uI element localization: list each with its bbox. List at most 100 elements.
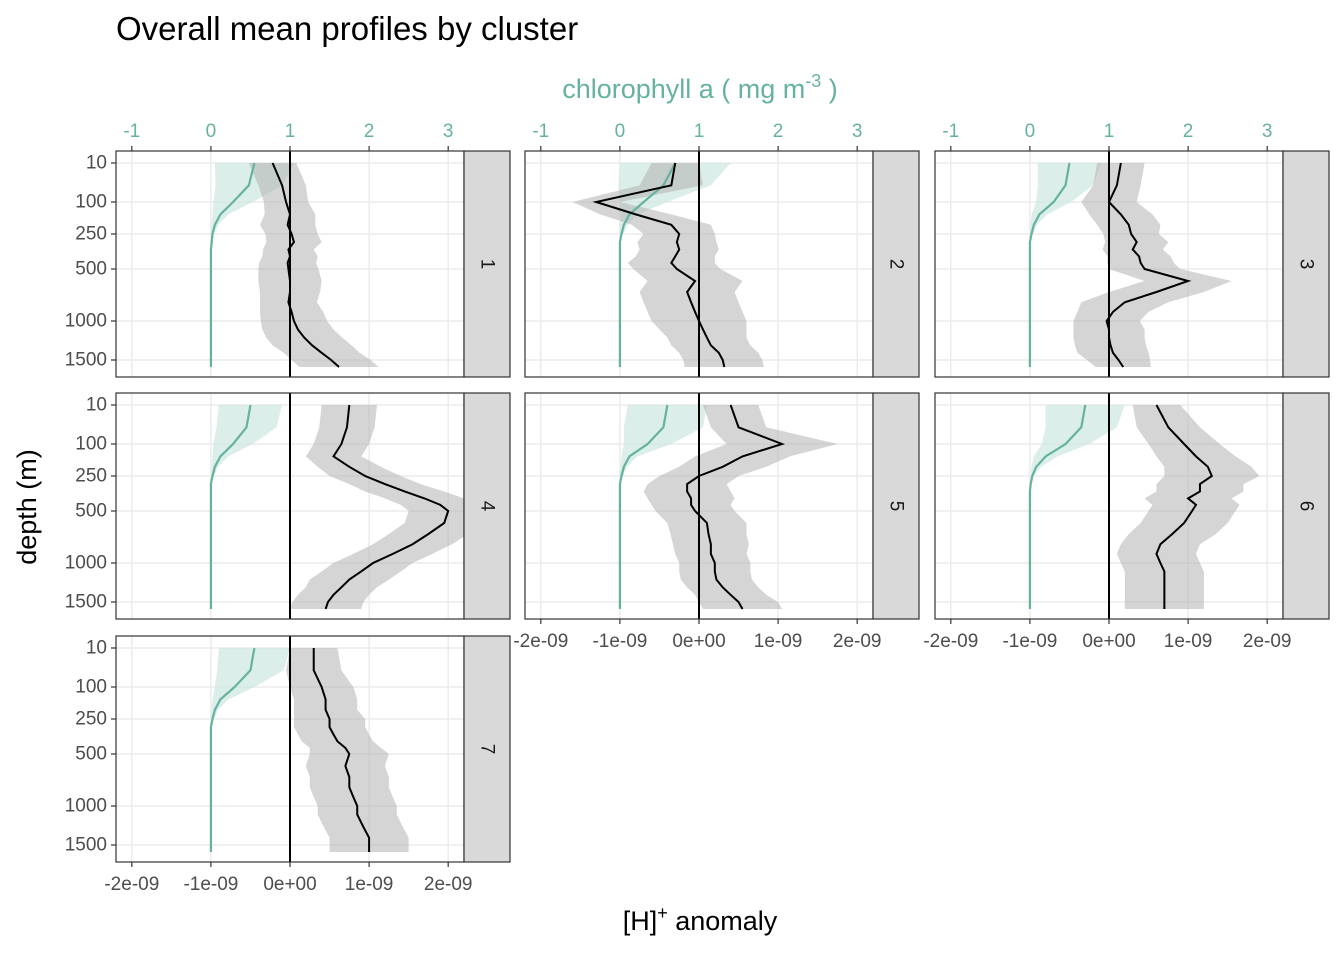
y-tick-label-250: 250 [75,224,107,245]
top-tick-label-3: 3 [852,121,863,142]
x-tick-label-0e-00: 0e+00 [263,874,316,895]
panel-cluster-3: 3 -1 0 1 2 3 [934,121,1330,378]
top-tick-label-0: 0 [1025,121,1036,142]
top-tick-label-3: 3 [443,121,454,142]
x-tick-label-0e-00: 0e+00 [1082,631,1135,652]
x-tick-label-1e-09: -1e-09 [183,874,238,895]
panel-cluster-1: 1 10 100 250 500 1000 1500 -1 0 1 2 3 [65,121,511,378]
x-tick-label-2e-09: -2e-09 [923,631,978,652]
chart-title: Overall mean profiles by cluster [116,10,578,47]
x-tick-label-1e-09: 1e-09 [754,631,803,652]
x-tick-label-2e-09: 2e-09 [424,874,473,895]
chlorophyll-sd-band [1029,163,1102,367]
hplus-sd-band [643,405,838,609]
y-tick-label-500: 500 [75,744,107,765]
chlorophyll-mean-line [209,162,256,367]
facet-strip-label: 6 [1296,501,1317,512]
hplus-mean-line [1155,404,1214,609]
x-tick-label-0e-00: 0e+00 [672,631,725,652]
x-tick-label-1e-09: -1e-09 [592,631,647,652]
facet-strip [872,150,920,378]
hplus-mean-line [1105,162,1192,368]
y-tick-label-100: 100 [75,434,107,455]
chlorophyll-sd-band [210,405,283,609]
facet-strip-label: 2 [886,259,907,270]
hplus-sd-band [290,405,488,609]
top-axis-title: chlorophyll a ( mg m-3 ) [562,71,838,104]
hplus-mean-line [686,404,786,610]
x-tick-label-1e-09: 1e-09 [1164,631,1213,652]
panel-cluster-6: 6 -2e-09 -1e-09 0e+00 1e-09 2e-09 [923,392,1330,652]
facet-strip [463,392,511,620]
y-tick-label-1500: 1500 [65,592,107,613]
y-tick-label-500: 500 [75,501,107,522]
facet-strip-label: 7 [477,744,498,755]
y-tick-label-500: 500 [75,259,107,280]
facet-strip-label: 4 [477,501,498,512]
y-tick-label-1000: 1000 [65,796,107,817]
hplus-mean-line [312,648,371,852]
y-tick-label-100: 100 [75,192,107,213]
chlorophyll-mean-line [618,404,669,609]
hplus-mean-line [324,404,450,610]
panel-cluster-4: 4 10 100 250 500 1000 1500 [65,392,511,620]
hplus-sd-band [1116,405,1260,609]
bottom-axis-title: [H]+ anomaly [623,903,778,936]
chlorophyll-sd-band [1029,405,1125,609]
top-tick-label-1: 1 [694,121,705,142]
top-tick-label-1: -1 [123,121,140,142]
facet-strip [872,392,920,620]
panel-cluster-5: 5 -2e-09 -1e-09 0e+00 1e-09 2e-09 [513,392,920,652]
chlorophyll-mean-line [209,647,256,852]
y-tick-label-10: 10 [86,395,107,416]
facet-strip [1282,150,1330,378]
top-tick-label-1: 1 [1104,121,1115,142]
hplus-mean-line [271,162,340,368]
y-tick-label-1500: 1500 [65,835,107,856]
facet-strip-label: 5 [886,501,907,512]
top-tick-label-1: -1 [532,121,549,142]
y-tick-label-250: 250 [75,466,107,487]
chlorophyll-sd-band [210,648,290,852]
panel-cluster-7: 7 10 100 250 500 1000 1500 -2e-09 -1e-09 0e+00 1e-… [65,635,511,895]
y-tick-label-1000: 1000 [65,311,107,332]
chlorophyll-mean-line [209,404,252,609]
y-tick-label-1500: 1500 [65,350,107,371]
chlorophyll-mean-line [618,162,677,367]
chlorophyll-mean-line [1028,404,1087,609]
x-tick-label-2e-09: -2e-09 [513,631,568,652]
top-tick-label-1: -1 [942,121,959,142]
hplus-sd-band [248,163,379,367]
chlorophyll-sd-band [618,163,731,367]
chlorophyll-mean-line [1028,162,1071,367]
top-tick-label-1: 1 [285,121,296,142]
top-tick-label-2: 2 [1183,121,1194,142]
x-tick-label-2e-09: -2e-09 [104,874,159,895]
facet-strip-label: 1 [477,259,498,270]
y-tick-label-100: 100 [75,677,107,698]
y-tick-label-10: 10 [86,638,107,659]
facet-strip [463,635,511,863]
x-tick-label-2e-09: 2e-09 [833,631,882,652]
y-axis-title: depth (m) [12,449,42,565]
hplus-sd-band [572,163,764,367]
top-tick-label-3: 3 [1262,121,1273,142]
y-tick-label-10: 10 [86,153,107,174]
top-tick-label-0: 0 [615,121,626,142]
x-tick-label-1e-09: -1e-09 [1002,631,1057,652]
x-tick-label-1e-09: 1e-09 [345,874,394,895]
y-tick-label-250: 250 [75,709,107,730]
x-tick-label-2e-09: 2e-09 [1243,631,1292,652]
panel-cluster-2: 2 -1 0 1 2 3 [524,121,920,378]
top-tick-label-2: 2 [773,121,784,142]
top-tick-label-0: 0 [206,121,217,142]
chlorophyll-sd-band [210,163,294,367]
hplus-mean-line [592,162,726,368]
facet-strip-label: 3 [1296,259,1317,270]
y-tick-label-1000: 1000 [65,553,107,574]
hplus-sd-band [1073,163,1232,367]
facet-strip [463,150,511,378]
facet-strip [1282,392,1330,620]
